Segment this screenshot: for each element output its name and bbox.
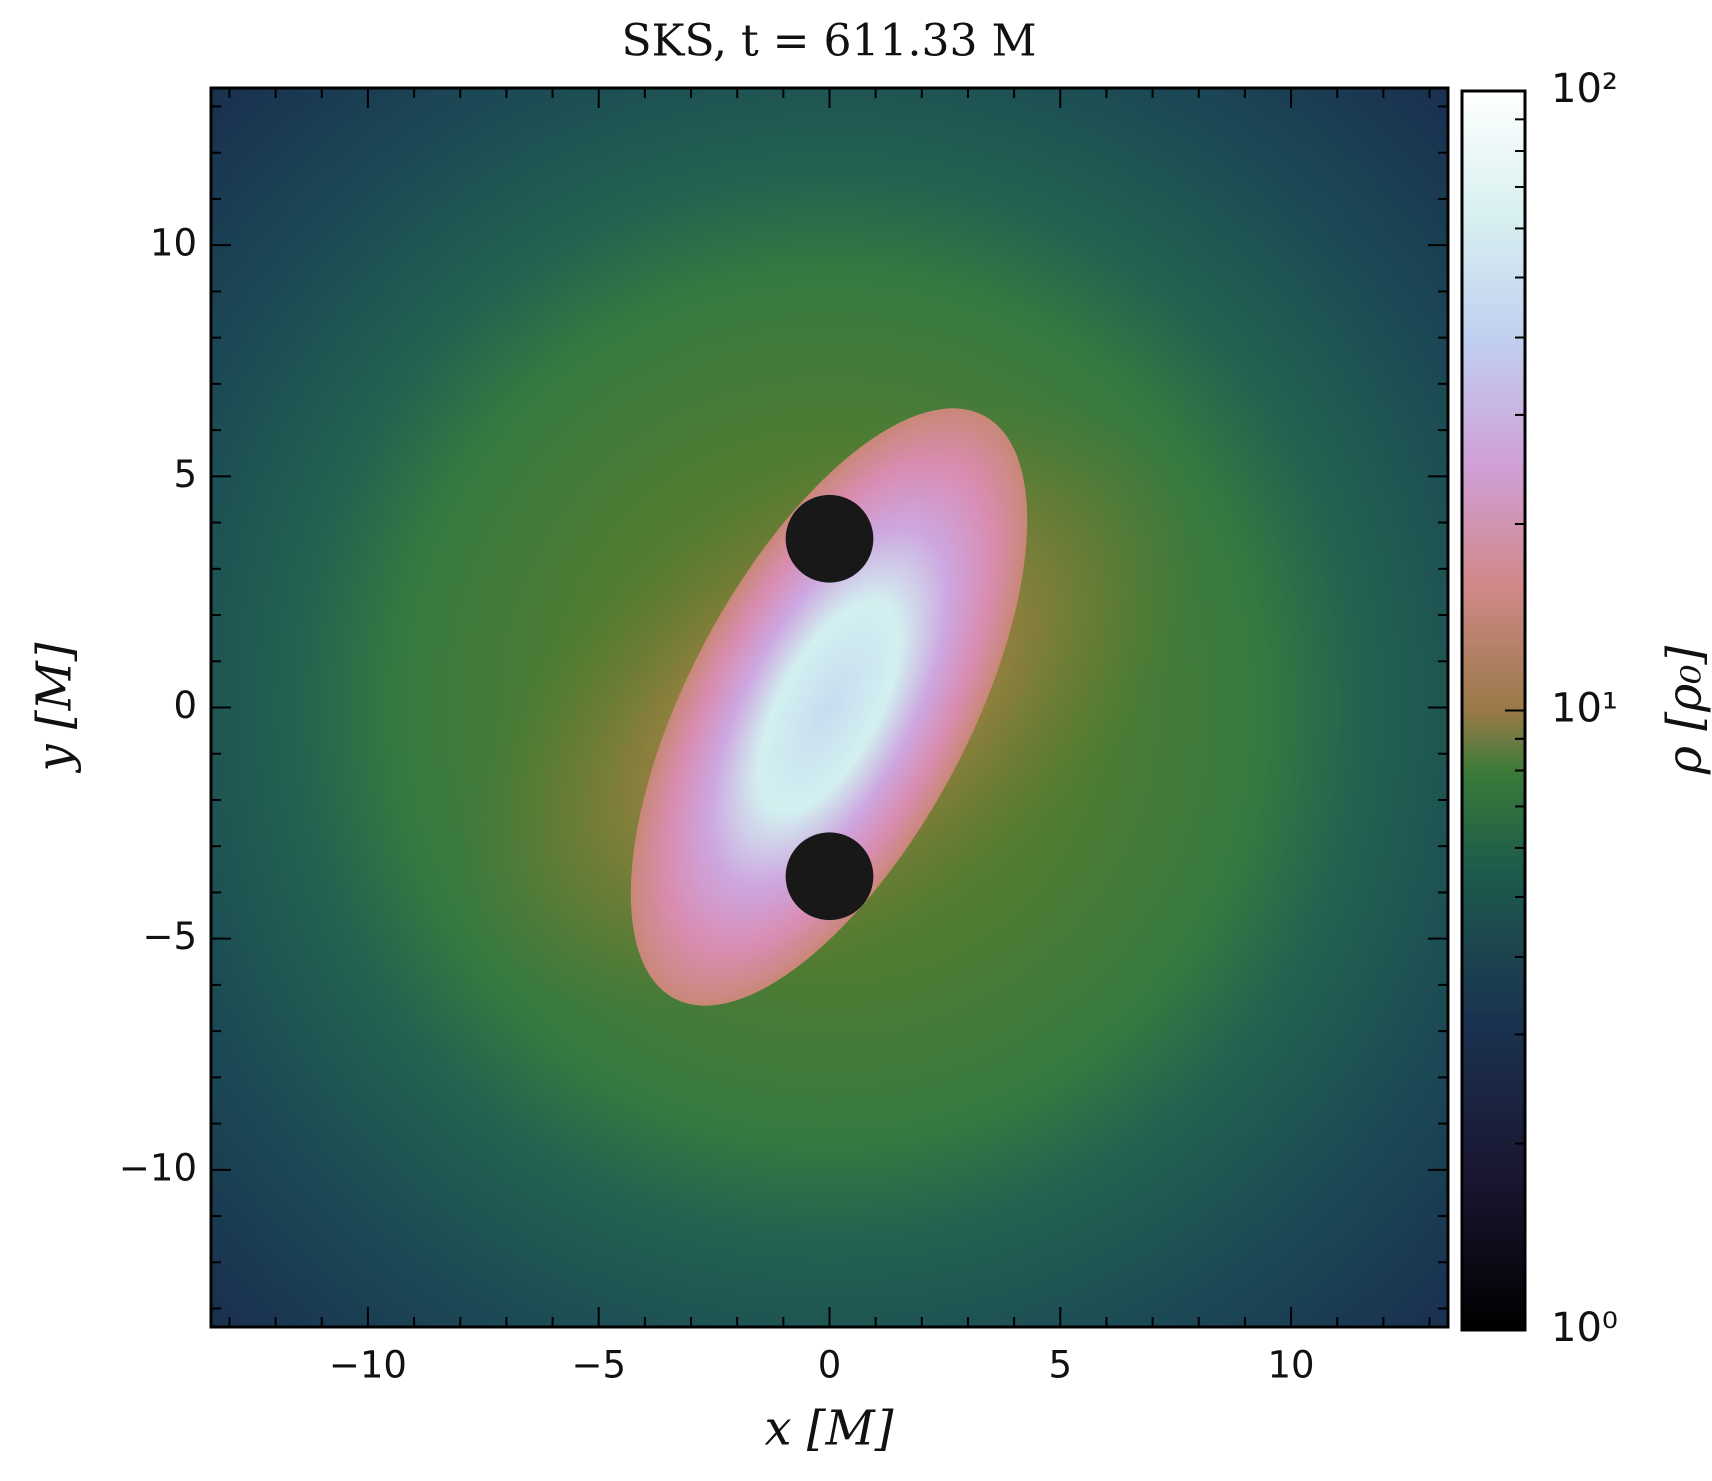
x-tick-label: 0 bbox=[818, 1344, 842, 1387]
x-tick-label: −5 bbox=[571, 1344, 626, 1387]
x-axis-label: x [M] bbox=[765, 1401, 894, 1457]
y-tick-label: −10 bbox=[119, 1146, 197, 1189]
y-tick-label: −5 bbox=[142, 915, 197, 958]
x-tick-label: 10 bbox=[1268, 1344, 1315, 1387]
colorbar-tick-label: 10¹ bbox=[1551, 686, 1618, 732]
chart-title: SKS, t = 611.33 M bbox=[621, 16, 1036, 67]
horizon bbox=[785, 494, 874, 583]
colorbar-tick-label: 10² bbox=[1551, 66, 1618, 112]
x-tick-label: 5 bbox=[1049, 1344, 1073, 1387]
colorbar-tick-label: 10⁰ bbox=[1551, 1305, 1618, 1351]
y-axis-label: y [M] bbox=[27, 642, 83, 773]
colorbar-label: ρ [ρ₀] bbox=[1657, 646, 1712, 776]
y-tick-label: 10 bbox=[150, 222, 197, 265]
horizon bbox=[785, 832, 874, 921]
x-tick-label: −10 bbox=[329, 1344, 407, 1387]
density-field bbox=[211, 88, 1448, 1327]
y-tick-label: 5 bbox=[173, 453, 197, 496]
y-tick-label: 0 bbox=[173, 684, 197, 727]
